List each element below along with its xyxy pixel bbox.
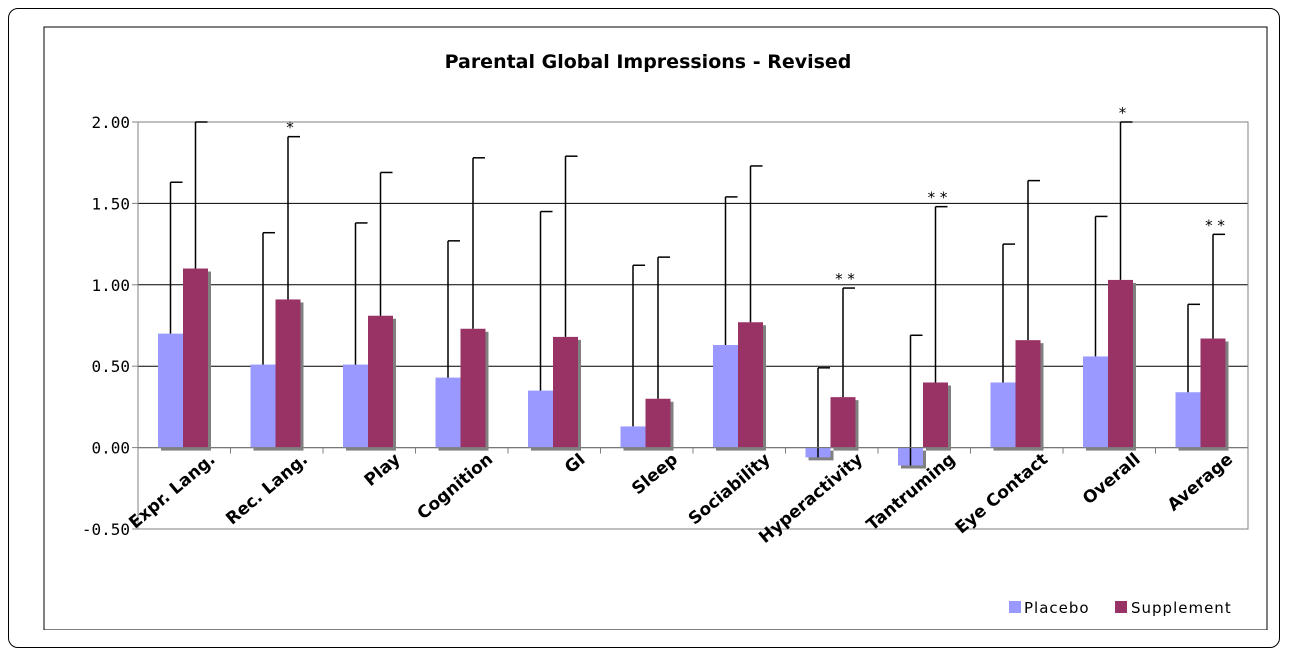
legend-swatch [1009, 601, 1021, 613]
chart-title: Parental Global Impressions - Revised [445, 51, 852, 73]
legend-label: Supplement [1131, 599, 1232, 617]
significance-marker: * * [835, 270, 855, 288]
bar-supplement [1015, 340, 1041, 448]
legend-swatch [1115, 601, 1127, 613]
bar-placebo [990, 382, 1016, 448]
bar-placebo [158, 333, 183, 448]
bar-supplement [1200, 338, 1226, 448]
bar-supplement [368, 315, 393, 448]
significance-markers: * * * * * * * * [286, 104, 1225, 288]
legend-label: Placebo [1024, 599, 1090, 617]
bar-placebo [435, 377, 461, 448]
bar-supplement [923, 382, 948, 448]
bar-placebo [250, 364, 276, 448]
y-tick-label: -0.50 [82, 520, 130, 539]
y-tick-label: 0.50 [91, 357, 130, 376]
bar-placebo [1175, 392, 1201, 448]
y-axis-ticks: 2.00 1.50 1.00 0.50 0.00 -0.50 [82, 113, 138, 539]
significance-marker: * [1119, 104, 1127, 122]
bar-supplement [460, 328, 486, 448]
bar-placebo [620, 426, 646, 448]
bar-supplement [553, 336, 578, 448]
y-tick-label: 2.00 [91, 113, 130, 132]
bar-placebo [528, 390, 553, 448]
legend: Placebo Supplement [1009, 599, 1232, 617]
y-tick-label: 1.00 [91, 276, 130, 295]
bar-supplement [645, 398, 671, 448]
error-bars [169, 121, 1225, 466]
bars [158, 268, 1229, 469]
significance-marker: * * [1205, 216, 1225, 234]
bar-placebo [1083, 356, 1108, 448]
bar-supplement [738, 322, 763, 448]
bar-chart: Parental Global Impressions - Revised 2.… [43, 26, 1268, 630]
y-tick-label: 1.50 [91, 194, 130, 213]
bar-placebo [343, 364, 368, 448]
significance-marker: * [286, 119, 294, 137]
bar-supplement [183, 268, 208, 448]
bar-supplement [830, 397, 856, 448]
bar-supplement [275, 299, 301, 448]
plot-area [137, 121, 1249, 530]
zero-axis [137, 447, 1248, 454]
chart-area [43, 26, 1268, 630]
bar-supplement [1108, 279, 1133, 448]
y-tick-label: 0.00 [91, 439, 130, 458]
significance-marker: * * [928, 189, 948, 207]
bar-placebo [713, 345, 738, 448]
